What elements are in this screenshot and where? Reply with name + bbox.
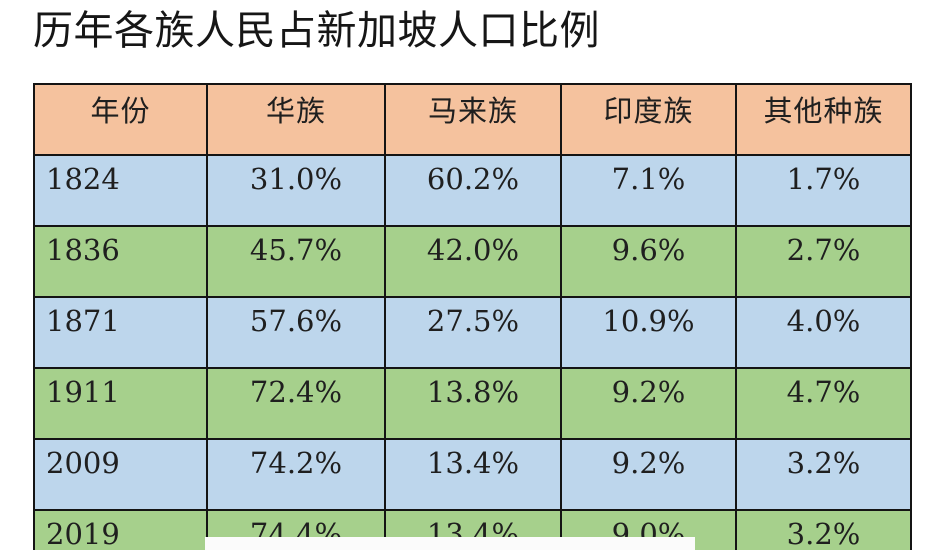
value-cell-indian: 9.6% bbox=[560, 225, 737, 298]
value-cell-others: 2.7% bbox=[735, 225, 912, 298]
value-cell-chinese: 31.0% bbox=[206, 154, 386, 227]
year-cell: 1911 bbox=[33, 367, 208, 440]
value-cell-chinese: 72.4% bbox=[206, 367, 386, 440]
year-cell: 1871 bbox=[33, 296, 208, 369]
value-cell-indian: 10.9% bbox=[560, 296, 737, 369]
value-cell-others: 3.2% bbox=[735, 438, 912, 511]
header-cell-indian: 印度族 bbox=[560, 83, 737, 156]
bottom-faint-strip bbox=[205, 537, 695, 550]
header-cell-malay: 马来族 bbox=[384, 83, 562, 156]
value-cell-others: 3.2% bbox=[735, 509, 912, 550]
value-cell-chinese: 74.2% bbox=[206, 438, 386, 511]
value-cell-chinese: 45.7% bbox=[206, 225, 386, 298]
value-cell-chinese: 57.6% bbox=[206, 296, 386, 369]
table-row-1911: 1911 72.4% 13.8% 9.2% 4.7% bbox=[33, 367, 912, 440]
value-cell-indian: 9.2% bbox=[560, 438, 737, 511]
value-cell-malay: 42.0% bbox=[384, 225, 562, 298]
value-cell-indian: 9.2% bbox=[560, 367, 737, 440]
value-cell-malay: 13.4% bbox=[384, 438, 562, 511]
year-cell: 2019 bbox=[33, 509, 208, 550]
header-cell-chinese: 华族 bbox=[206, 83, 386, 156]
header-cell-year: 年份 bbox=[33, 83, 208, 156]
year-cell: 1836 bbox=[33, 225, 208, 298]
value-cell-malay: 13.8% bbox=[384, 367, 562, 440]
value-cell-others: 4.7% bbox=[735, 367, 912, 440]
header-row: 年份 华族 马来族 印度族 其他种族 bbox=[33, 83, 912, 156]
population-table: 年份 华族 马来族 印度族 其他种族 1824 31.0% 60.2% 7.1%… bbox=[33, 83, 912, 550]
value-cell-malay: 27.5% bbox=[384, 296, 562, 369]
year-cell: 2009 bbox=[33, 438, 208, 511]
value-cell-malay: 60.2% bbox=[384, 154, 562, 227]
value-cell-others: 4.0% bbox=[735, 296, 912, 369]
value-cell-indian: 7.1% bbox=[560, 154, 737, 227]
table-row-1871: 1871 57.6% 27.5% 10.9% 4.0% bbox=[33, 296, 912, 369]
page-title: 历年各族人民占新加坡人口比例 bbox=[33, 8, 600, 54]
table-row-2009: 2009 74.2% 13.4% 9.2% 3.2% bbox=[33, 438, 912, 511]
header-cell-others: 其他种族 bbox=[735, 83, 912, 156]
year-cell: 1824 bbox=[33, 154, 208, 227]
value-cell-others: 1.7% bbox=[735, 154, 912, 227]
table-row-1836: 1836 45.7% 42.0% 9.6% 2.7% bbox=[33, 225, 912, 298]
table-row-1824: 1824 31.0% 60.2% 7.1% 1.7% bbox=[33, 154, 912, 227]
